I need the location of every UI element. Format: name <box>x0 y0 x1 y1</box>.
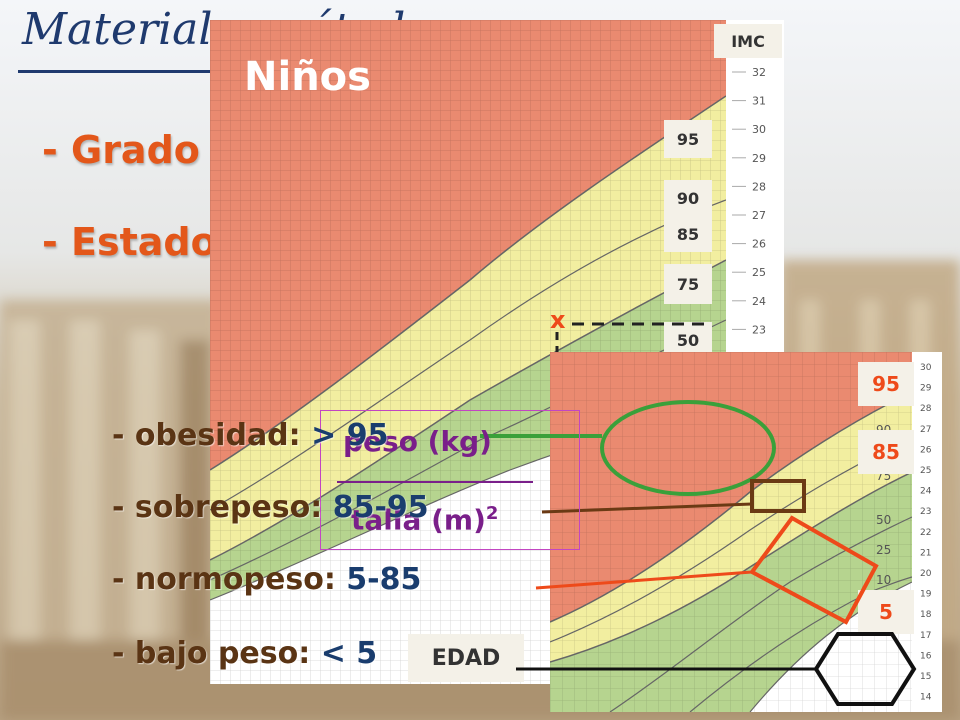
normal-connector <box>535 570 753 590</box>
percentile-label-90: 90 <box>664 180 712 216</box>
main-y-tick-label: 32 <box>752 66 766 79</box>
zoom-y-tick-label: 30 <box>920 363 932 373</box>
category-obesity: - obesidad: > 95 <box>112 418 388 453</box>
zoom-percentile-95: 95 <box>858 362 914 406</box>
category-underweight-value: < 5 <box>320 636 378 671</box>
percentile-label-85: 85 <box>664 216 712 252</box>
zoom-y-tick-label: 19 <box>920 590 932 600</box>
obesity-ellipse <box>600 400 776 496</box>
percentile-label-75: 75 <box>664 264 712 304</box>
bmi-marker: x <box>550 306 566 334</box>
category-overweight-label: - sobrepeso: <box>112 490 333 525</box>
category-normal: - normopeso: 5-85 <box>112 562 421 597</box>
main-y-tick-label: 28 <box>752 180 766 193</box>
category-underweight-label: - bajo peso: <box>112 636 321 671</box>
zoom-percentile-5: 5 <box>858 590 914 634</box>
percentile-label-95: 95 <box>664 120 712 158</box>
zoom-curve-label: 10 <box>876 573 891 587</box>
category-obesity-value: > 95 <box>311 418 389 453</box>
zoom-y-tick-label: 14 <box>920 693 932 703</box>
overweight-rect <box>750 479 806 513</box>
zoom-y-tick-label: 18 <box>920 610 932 620</box>
formula-fraction-bar <box>337 481 533 483</box>
formula-denominator: talla (m)2 <box>351 503 498 536</box>
edad-axis-label: EDAD <box>408 634 524 682</box>
imc-axis-label: IMC <box>714 24 782 58</box>
main-y-tick-label: 27 <box>752 209 766 222</box>
zoom-y-tick-label: 24 <box>920 487 932 497</box>
zoom-y-tick-label: 16 <box>920 651 932 661</box>
zoom-percentile-85: 85 <box>858 430 914 474</box>
formula-numerator: peso (kg) <box>343 425 492 458</box>
main-y-tick-label: 31 <box>752 95 766 108</box>
category-obesity-label: - obesidad: <box>112 418 312 453</box>
bmi-formula-box: peso (kg) talla (m)2 <box>320 410 580 550</box>
zoom-y-tick-label: 29 <box>920 384 932 394</box>
overweight-connector <box>541 502 753 514</box>
formula-exponent: 2 <box>485 503 499 524</box>
heading-estado: - Estado <box>42 220 217 264</box>
zoom-y-tick-label: 17 <box>920 631 931 641</box>
category-normal-value: 5-85 <box>346 562 422 597</box>
zoom-curve-label: 50 <box>876 513 891 527</box>
zoom-curve-label: 25 <box>876 543 891 557</box>
main-y-tick-label: 30 <box>752 123 766 136</box>
main-y-tick-label: 26 <box>752 238 766 251</box>
category-underweight: - bajo peso: < 5 <box>112 636 377 671</box>
normal-quad <box>749 515 879 625</box>
main-y-tick-label: 29 <box>752 152 766 165</box>
zoom-y-tick-label: 28 <box>920 404 932 414</box>
zoom-y-tick-label: 23 <box>920 507 931 517</box>
category-overweight-value: 85-95 <box>332 490 429 525</box>
zoom-y-tick-label: 25 <box>920 466 931 476</box>
main-y-tick-label: 24 <box>752 295 766 308</box>
zoom-y-tick-label: 15 <box>920 672 931 682</box>
zoom-y-tick-label: 26 <box>920 445 932 455</box>
zoom-y-tick-label: 27 <box>920 425 931 435</box>
category-overweight: - sobrepeso: 85-95 <box>112 490 429 525</box>
category-normal-label: - normopeso: <box>112 562 347 597</box>
main-y-tick-label: 25 <box>752 266 766 279</box>
title-underline <box>18 70 378 73</box>
formula-denominator-text: talla (m) <box>351 503 486 537</box>
main-y-tick-label: 23 <box>752 323 766 336</box>
chart-title: Niños <box>244 54 371 100</box>
zoom-y-tick-label: 22 <box>920 528 931 538</box>
heading-grado: - Grado <box>42 128 200 172</box>
underweight-hexagon <box>813 632 917 706</box>
zoom-y-tick-label: 20 <box>920 569 932 579</box>
zoom-y-tick-label: 21 <box>920 548 931 558</box>
